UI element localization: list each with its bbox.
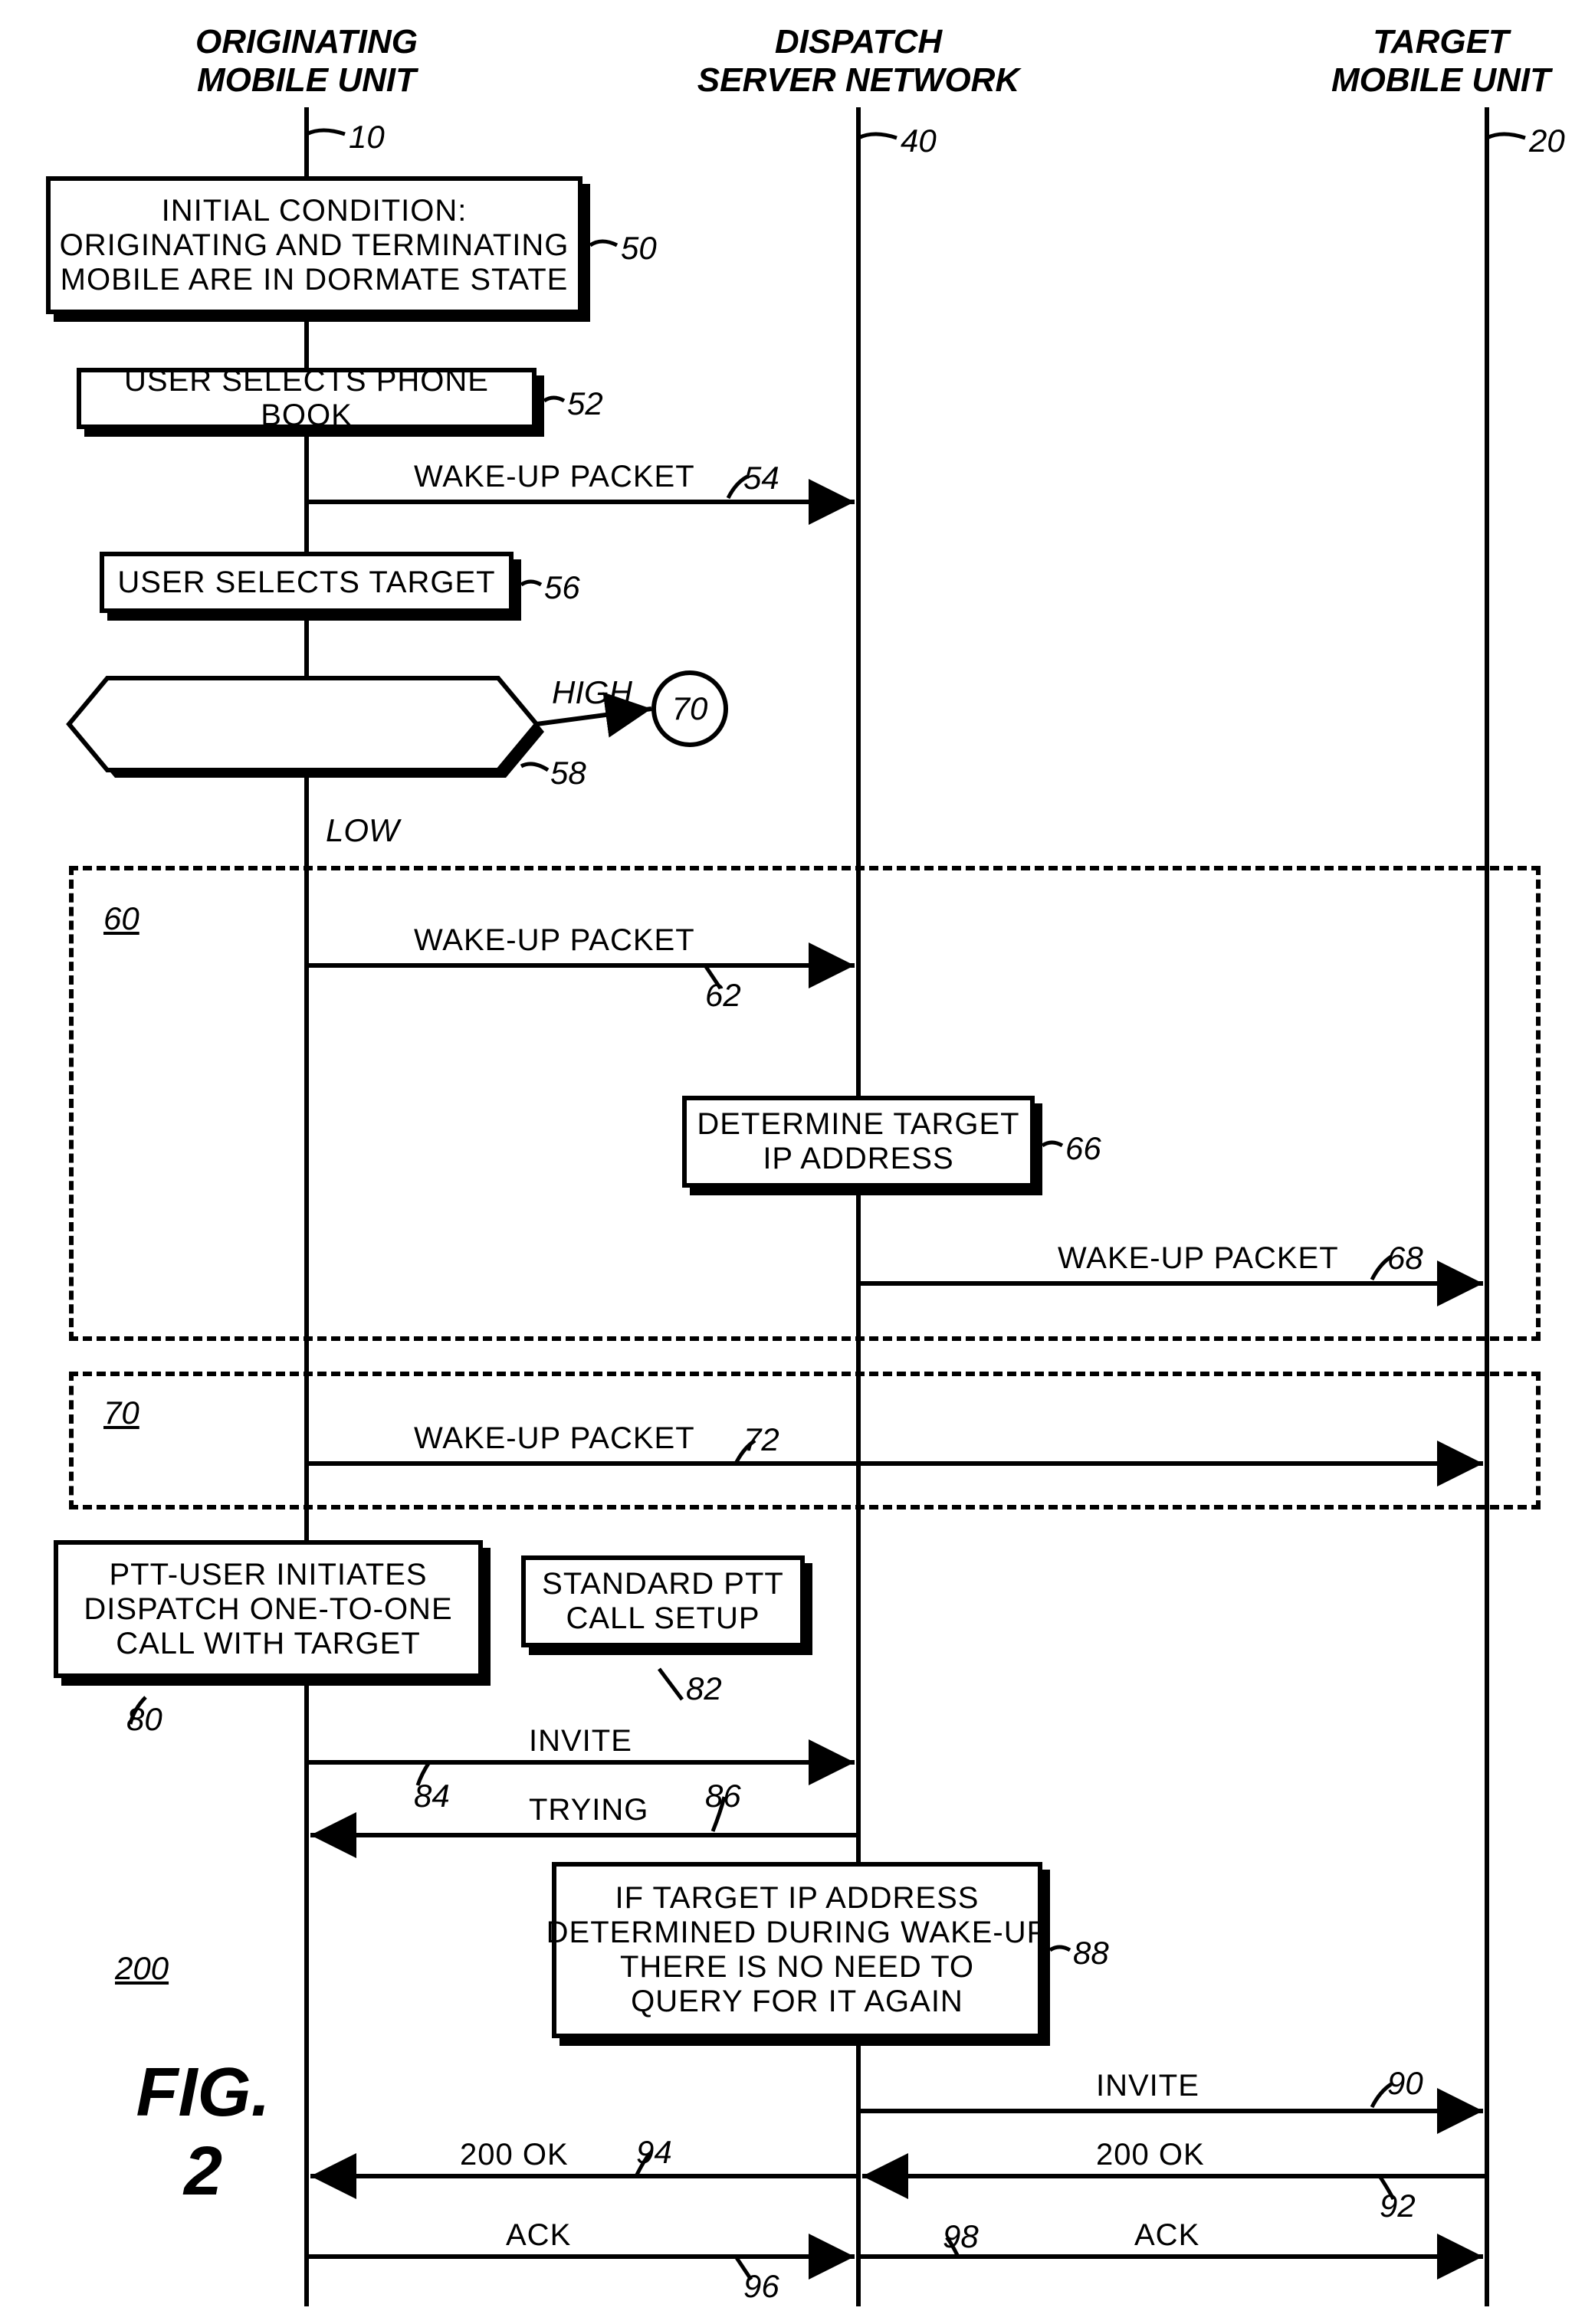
box-select-target: USER SELECTS TARGET bbox=[100, 552, 514, 613]
ref-62: 62 bbox=[705, 977, 741, 1014]
box-determine-target-ip-text: DETERMINE TARGET IP ADDRESS bbox=[697, 1107, 1019, 1176]
box-determine-target-ip: DETERMINE TARGET IP ADDRESS bbox=[682, 1096, 1035, 1188]
box-ptt-initiates: PTT-USER INITIATES DISPATCH ONE-TO-ONE C… bbox=[54, 1540, 483, 1678]
msg-trying-86: TRYING bbox=[529, 1793, 648, 1827]
box-phonebook: USER SELECTS PHONE BOOK bbox=[77, 368, 537, 429]
msg-invite-90: INVITE bbox=[1096, 2069, 1199, 2103]
col-header-target: TARGET MOBILE UNIT bbox=[1303, 23, 1579, 100]
box-no-query: IF TARGET IP ADDRESS DETERMINED DURING W… bbox=[552, 1862, 1042, 2038]
box-ptt-setup-text: STANDARD PTT CALL SETUP bbox=[542, 1567, 784, 1636]
ref-88: 88 bbox=[1073, 1935, 1109, 1972]
ref-50: 50 bbox=[621, 230, 657, 267]
region-60-label: 60 bbox=[103, 900, 139, 937]
col-header-dispatch: DISPATCH SERVER NETWORK bbox=[674, 23, 1042, 100]
col-header-originating: ORIGINATING MOBILE UNIT bbox=[138, 23, 475, 100]
ref-90: 90 bbox=[1387, 2065, 1423, 2102]
ref-58: 58 bbox=[550, 755, 586, 792]
msg-invite-84: INVITE bbox=[529, 1724, 632, 1759]
msg-wakeup-68: WAKE-UP PACKET bbox=[1058, 1241, 1339, 1276]
figure-label: FIG. 2 bbox=[69, 2054, 337, 2211]
msg-ack-98: ACK bbox=[1134, 2218, 1199, 2253]
region-70-label: 70 bbox=[103, 1395, 139, 1431]
box-ptt-setup: STANDARD PTT CALL SETUP bbox=[521, 1555, 805, 1647]
msg-ok-92: 200 OK bbox=[1096, 2138, 1205, 2172]
ref-94: 94 bbox=[636, 2134, 672, 2171]
ref-200: 200 bbox=[115, 1950, 169, 1987]
box-phonebook-text: USER SELECTS PHONE BOOK bbox=[94, 364, 520, 433]
box-initial-text: INITIAL CONDITION: ORIGINATING AND TERMI… bbox=[60, 194, 569, 297]
hex-confidence: DETERMINE CONFIDENCE TARGET IP ADDRESS bbox=[96, 678, 517, 770]
box-ptt-initiates-text: PTT-USER INITIATES DISPATCH ONE-TO-ONE C… bbox=[84, 1558, 452, 1661]
msg-ack-96: ACK bbox=[506, 2218, 571, 2253]
msg-wakeup-62: WAKE-UP PACKET bbox=[414, 923, 695, 958]
ref-52: 52 bbox=[567, 385, 603, 422]
ref-96: 96 bbox=[743, 2268, 779, 2305]
ref-10: 10 bbox=[349, 119, 385, 156]
ref-82: 82 bbox=[686, 1670, 722, 1707]
box-no-query-text: IF TARGET IP ADDRESS DETERMINED DURING W… bbox=[546, 1881, 1048, 2019]
ref-98: 98 bbox=[943, 2218, 979, 2255]
ref-84: 84 bbox=[414, 1778, 450, 1814]
circle-70-text: 70 bbox=[672, 690, 708, 727]
msg-ok-94: 200 OK bbox=[460, 2138, 569, 2172]
ref-66: 66 bbox=[1065, 1130, 1101, 1167]
ref-72: 72 bbox=[743, 1421, 779, 1458]
ref-56: 56 bbox=[544, 569, 580, 606]
ref-92: 92 bbox=[1380, 2188, 1416, 2224]
hex-confidence-text: DETERMINE CONFIDENCE TARGET IP ADDRESS bbox=[110, 690, 502, 759]
msg-wakeup-72: WAKE-UP PACKET bbox=[414, 1421, 695, 1456]
box-initial-condition: INITIAL CONDITION: ORIGINATING AND TERMI… bbox=[46, 176, 582, 314]
ref-54: 54 bbox=[743, 460, 779, 497]
ref-20: 20 bbox=[1529, 123, 1565, 159]
label-low: LOW bbox=[326, 812, 399, 849]
box-select-target-text: USER SELECTS TARGET bbox=[117, 565, 495, 600]
dashed-region-70 bbox=[69, 1372, 1541, 1509]
label-high: HIGH bbox=[552, 674, 632, 711]
ref-68: 68 bbox=[1387, 1240, 1423, 1277]
msg-wakeup-54: WAKE-UP PACKET bbox=[414, 460, 695, 494]
ref-40: 40 bbox=[901, 123, 937, 159]
ref-86: 86 bbox=[705, 1778, 741, 1814]
ref-80: 80 bbox=[126, 1701, 162, 1738]
circle-70: 70 bbox=[651, 670, 728, 747]
